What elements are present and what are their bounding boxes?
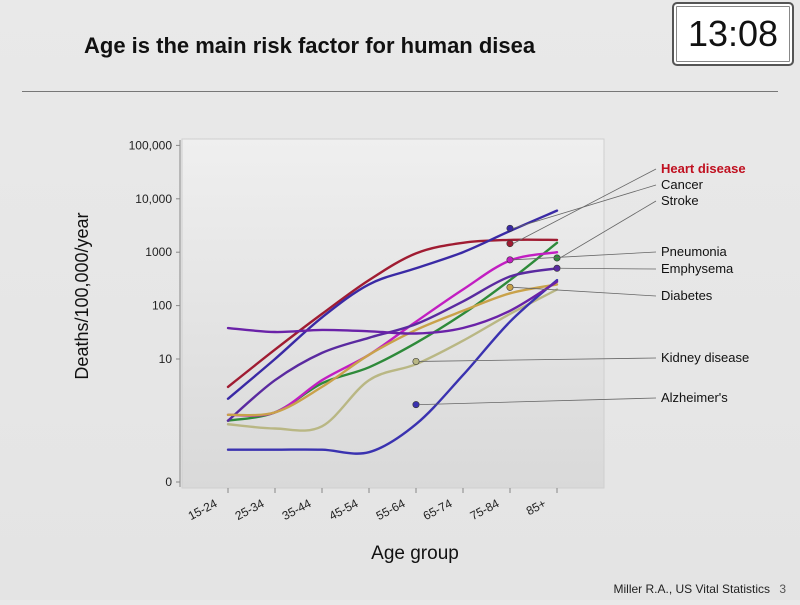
x-tick-label: 25-34 (233, 496, 267, 523)
y-tick-label: 100 (152, 299, 172, 313)
x-tick-label: 35-44 (280, 496, 314, 523)
plot-area (181, 138, 605, 489)
legend-label-pneumonia: Pneumonia (661, 244, 728, 259)
series-marker-alzheimer-s (412, 401, 420, 409)
legend-leader-alzheimer-s (418, 397, 657, 405)
series-line-diabetes (226, 283, 559, 417)
x-tick-label: 75-84 (468, 496, 502, 523)
x-tick-label: 15-24 (186, 496, 220, 523)
series-marker-emphysema (553, 264, 561, 272)
legend-label-diabetes: Diabetes (661, 288, 713, 303)
x-tick-label: 45-54 (327, 496, 361, 523)
series-marker-kidney-disease (412, 357, 420, 365)
series-marker-pneumonia (506, 256, 514, 264)
legend-label-stroke: Stroke (661, 193, 699, 208)
legend-label-emphysema: Emphysema (661, 261, 734, 276)
legend-leader-cancer (512, 184, 657, 229)
y-tick-label: 0 (165, 475, 172, 489)
series-line-unlabeled (226, 280, 559, 335)
series-line-alzheimer-s (226, 278, 559, 455)
legend-leader-pneumonia (512, 251, 657, 261)
series-line-kidney-disease (226, 288, 559, 432)
series-line-cancer (226, 209, 559, 400)
slide-title: Age is the main risk factor for human di… (84, 33, 536, 58)
legend-leader-stroke (559, 200, 657, 259)
legend-leader-kidney-disease (418, 357, 657, 362)
legend-label-cancer: Cancer (661, 177, 704, 192)
legend-leader-emphysema (559, 267, 657, 270)
legend-label-kidney-disease: Kidney disease (661, 350, 749, 365)
series-marker-heart-disease (506, 240, 514, 248)
x-tick-label: 55-64 (374, 496, 408, 523)
legend-leader-diabetes (512, 286, 657, 297)
x-tick-label: 65-74 (421, 496, 455, 523)
y-tick-label: 1000 (145, 245, 172, 259)
axes: Deaths/100,000/year Age group (72, 140, 459, 564)
page-number: 3 (779, 582, 786, 596)
series-marker-stroke (553, 254, 561, 262)
title-divider (22, 91, 778, 92)
y-tick-label: 100,000 (129, 138, 173, 152)
legend-label-heart-disease: Heart disease (661, 161, 746, 176)
y-tick-label: 10,000 (135, 192, 172, 206)
legend-label-alzheimer-s: Alzheimer's (661, 390, 728, 405)
source-citation: Miller R.A., US Vital Statistics (613, 582, 770, 596)
x-axis-label: Age group (371, 543, 459, 564)
x-tick-label: 85+ (524, 496, 549, 518)
series-marker-cancer (506, 224, 514, 232)
series-marker-diabetes (506, 283, 514, 291)
series-line-emphysema (226, 267, 559, 422)
clock-display: 13:08 (672, 2, 794, 66)
y-tick-label: 10 (159, 352, 173, 366)
series-line-heart-disease (226, 238, 559, 389)
y-axis-label: Deaths/100,000/year (72, 212, 92, 379)
